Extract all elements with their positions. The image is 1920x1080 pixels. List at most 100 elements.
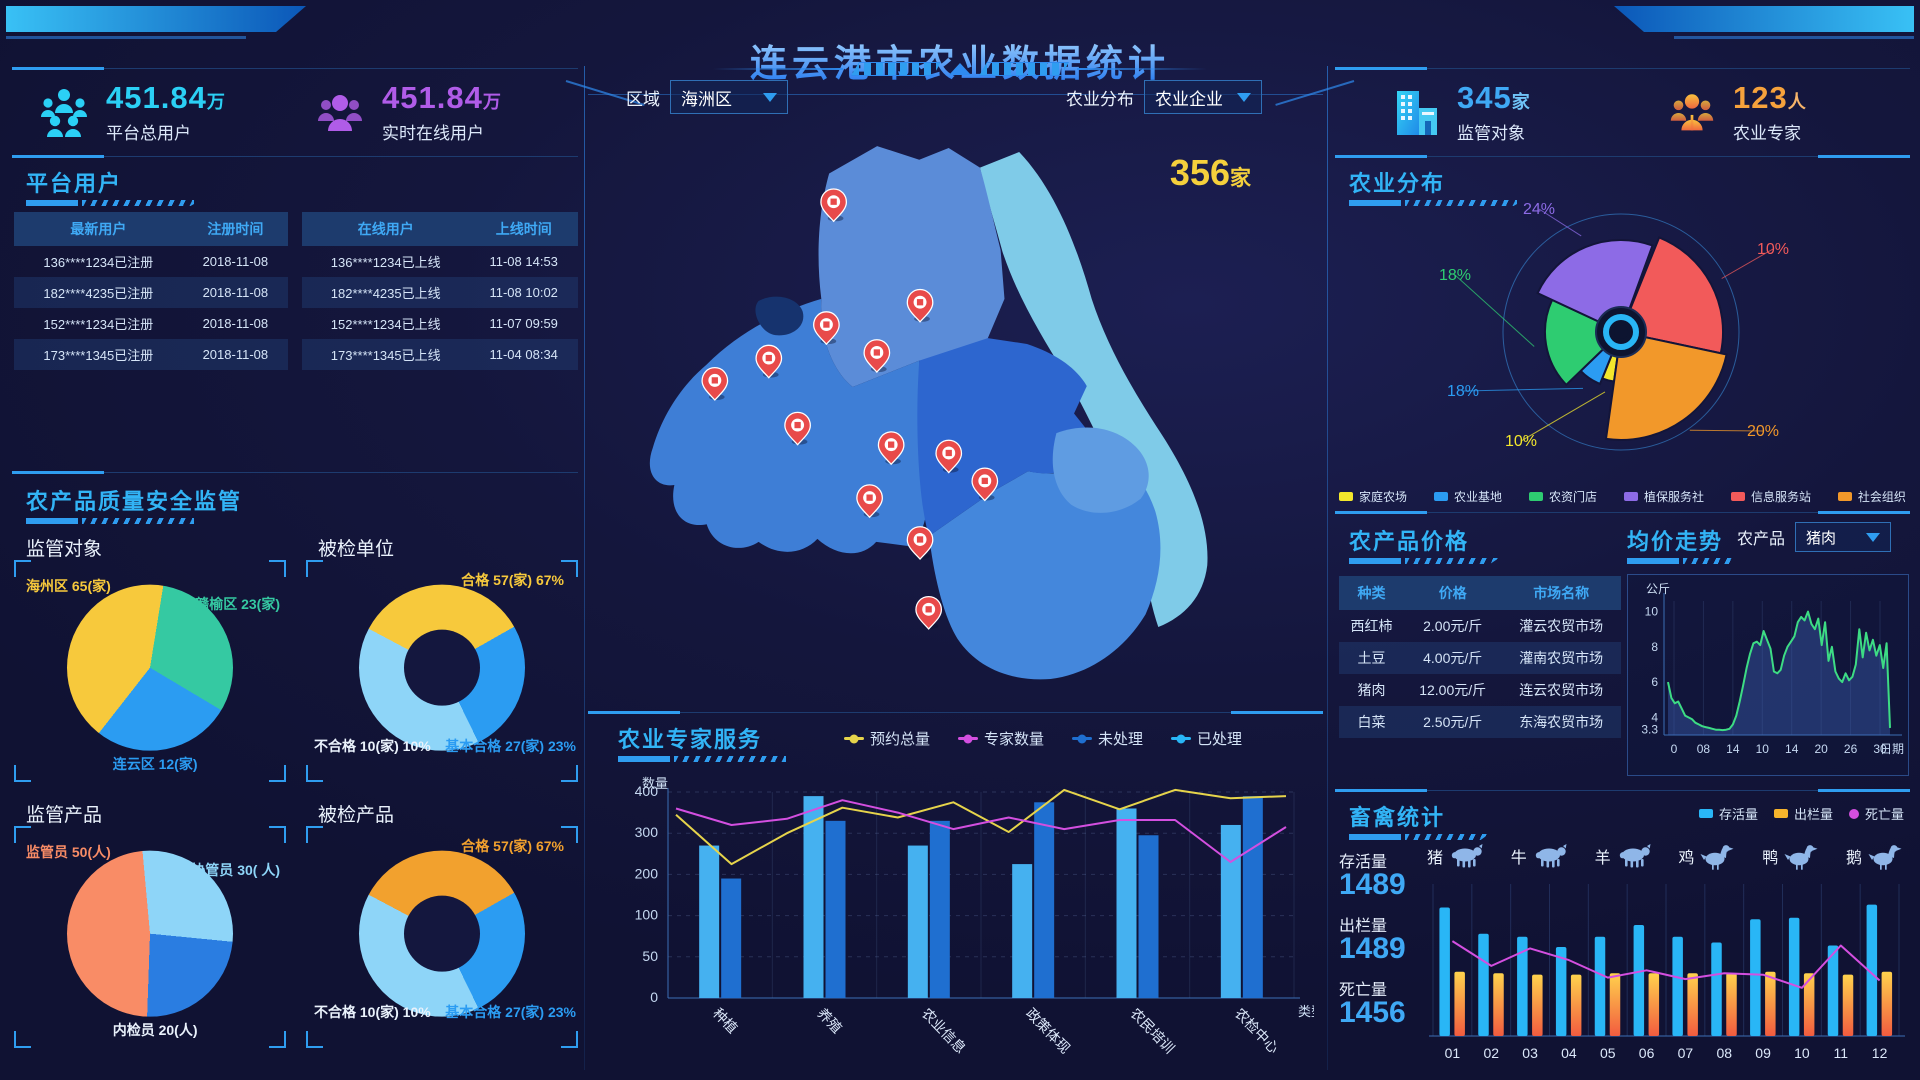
animal-item-羊[interactable]: 羊 xyxy=(1595,842,1654,870)
rose-pct-label: 10% xyxy=(1757,241,1789,258)
map-pin[interactable] xyxy=(935,439,963,474)
table-row: 土豆 4.00元/斤 灌南农贸市场 xyxy=(1339,642,1621,674)
section-title-livestock: 畜禽统计 xyxy=(1349,805,1446,830)
羊-icon xyxy=(1619,844,1651,868)
legend-item: 家庭农场 xyxy=(1339,488,1407,505)
month-label: 01 xyxy=(1445,1045,1461,1061)
table-row: 152****1234已上线 11-07 09:59 xyxy=(330,316,558,332)
district-map xyxy=(649,146,1208,680)
table-row: 182****4235已注册 2018-11-08 xyxy=(14,277,288,308)
animal-item-猪[interactable]: 猪 xyxy=(1427,842,1486,870)
section-deco xyxy=(26,518,356,524)
expert-service-chart: 0 50 100 200 300 400数量类型 种植 养殖 农业信息 政策体现 农民培训 农检中心 xyxy=(635,776,1314,1056)
rose-pct-label: 10% xyxy=(1505,433,1537,450)
section-deco xyxy=(618,756,898,762)
month-label: 06 xyxy=(1639,1045,1655,1061)
distribution-dropdown-group: 农业分布 农业企业 xyxy=(1066,80,1262,114)
product-select[interactable]: 猪肉 xyxy=(1795,522,1892,552)
legend-item: 植保服务社 xyxy=(1623,488,1704,505)
svg-text:10: 10 xyxy=(1756,742,1770,756)
animal-item-鸭[interactable]: 鸭 xyxy=(1762,842,1821,870)
stat-label: 平台总用户 xyxy=(106,123,191,143)
svg-text:400: 400 xyxy=(635,783,659,799)
pie-slice-label: 基本合格 27(家) 23% xyxy=(445,1004,576,1020)
map-pin[interactable] xyxy=(813,311,840,346)
stat-label: 农业专家 xyxy=(1733,123,1801,143)
month-label: 02 xyxy=(1483,1045,1499,1061)
map-region-north[interactable] xyxy=(818,146,1005,388)
animal-item-鸡[interactable]: 鸡 xyxy=(1678,842,1737,870)
pie-card-supervise-target: 海州区 65(家) 赣榆区 23(家) 连云区 12(家) xyxy=(14,560,286,782)
region-label: 区域 xyxy=(626,89,660,109)
stat-experts: 123人 农业专家 xyxy=(1665,81,1806,144)
pie-slice-label: 海州区 65(家) xyxy=(26,578,111,594)
expert-legend: 预约总量 专家数量 未处理 已处理 xyxy=(844,728,1242,749)
right-divider-2 xyxy=(1335,511,1910,514)
map-pin[interactable] xyxy=(877,431,905,466)
stat-online-users: 451.84万 实时在线用户 xyxy=(312,80,501,144)
column-header: 价格 xyxy=(1403,576,1502,610)
building-icon xyxy=(1397,90,1437,135)
section-deco xyxy=(1349,834,1489,840)
map-pin[interactable] xyxy=(906,288,934,323)
svg-text:100: 100 xyxy=(635,907,659,923)
map-pin[interactable] xyxy=(906,526,934,561)
product-dropdown-group: 农产品 猪肉 xyxy=(1737,522,1892,552)
animal-item-鹅[interactable]: 鹅 xyxy=(1846,842,1905,870)
rose-segment xyxy=(1544,298,1623,387)
region-select[interactable]: 海洲区 xyxy=(670,80,788,114)
svg-text:3.3: 3.3 xyxy=(1641,723,1658,737)
section-deco xyxy=(26,200,201,206)
map-pin[interactable] xyxy=(784,411,811,446)
column-header: 种类 xyxy=(1339,576,1404,610)
users-icon xyxy=(41,88,87,137)
map-pin[interactable] xyxy=(856,484,883,519)
death-label: 死亡量 xyxy=(1339,982,1388,999)
chart-label-inspected-units: 被检单位 xyxy=(318,539,395,560)
animal-item-牛[interactable]: 牛 xyxy=(1511,842,1570,870)
pie-chart xyxy=(67,584,233,751)
chevron-down-icon xyxy=(1866,532,1881,542)
svg-text:日期: 日期 xyxy=(1880,742,1904,756)
map-pin[interactable] xyxy=(915,595,943,630)
map-pin[interactable] xyxy=(820,188,848,223)
map-pin[interactable] xyxy=(701,367,729,401)
divider-center-right xyxy=(1327,66,1328,1070)
rose-pct-label: 24% xyxy=(1523,201,1555,218)
divider-left-center xyxy=(584,66,585,1070)
donut-card-inspected-product: 合格 57(家) 67% 基本合格 27(家) 23% 不合格 10(家) 10% xyxy=(306,826,578,1048)
distribution-label: 农业分布 xyxy=(1066,89,1134,109)
table-row: 136****1234已注册 2018-11-08 xyxy=(43,254,269,270)
legend-item: 出栏量 xyxy=(1773,804,1833,823)
donut-card-inspected-units: 合格 57(家) 67% 基本合格 27(家) 23% 不合格 10(家) 10% xyxy=(306,560,578,782)
map-region-inner[interactable] xyxy=(1052,427,1149,513)
legend-item: 农资门店 xyxy=(1528,488,1597,505)
distribution-select[interactable]: 农业企业 xyxy=(1144,80,1262,114)
map-lake xyxy=(755,296,804,336)
legend-item: 信息服务站 xyxy=(1730,488,1811,505)
stat-label: 监管对象 xyxy=(1457,123,1525,143)
chart-label-inspected-product: 被检产品 xyxy=(318,805,395,826)
slaughter-label: 出栏量 xyxy=(1339,918,1388,935)
right-divider-3 xyxy=(1335,789,1910,792)
svg-text:20: 20 xyxy=(1814,742,1828,756)
center-panel: 区域 海洲区 农业分布 农业企业 356家 农业专家服务 预约总量 专家数量 未处理… xyxy=(588,60,1323,1070)
svg-text:数量: 数量 xyxy=(642,776,668,791)
map-region-center[interactable] xyxy=(917,338,1097,536)
map-pin[interactable] xyxy=(755,344,783,379)
map-pin[interactable] xyxy=(863,339,891,374)
svg-text:08: 08 xyxy=(1697,742,1711,756)
table-row: 173****1345已上线 11-04 08:34 xyxy=(302,339,578,370)
chevron-down-icon xyxy=(763,92,777,102)
pie-slice-label: 协管员 30( 人) xyxy=(191,862,280,878)
map-pin[interactable] xyxy=(971,467,999,502)
pie-slice-label: 合格 57(家) 67% xyxy=(461,572,564,588)
stat-value: 451.84 xyxy=(382,80,483,115)
death-value: 1456 xyxy=(1339,996,1406,1029)
month-label: 05 xyxy=(1600,1045,1616,1061)
rose-legend: 家庭农场 农业基地 农资门店 植保服务社 信息服务站 社会组织 xyxy=(1339,488,1906,505)
stat-total-users: 451.84万 平台总用户 xyxy=(36,81,225,144)
pie-slice-label: 赣榆区 23(家) xyxy=(195,596,280,612)
section-title-platform-users: 平台用户 xyxy=(26,171,123,196)
legend-item: 未处理 xyxy=(1072,728,1143,749)
